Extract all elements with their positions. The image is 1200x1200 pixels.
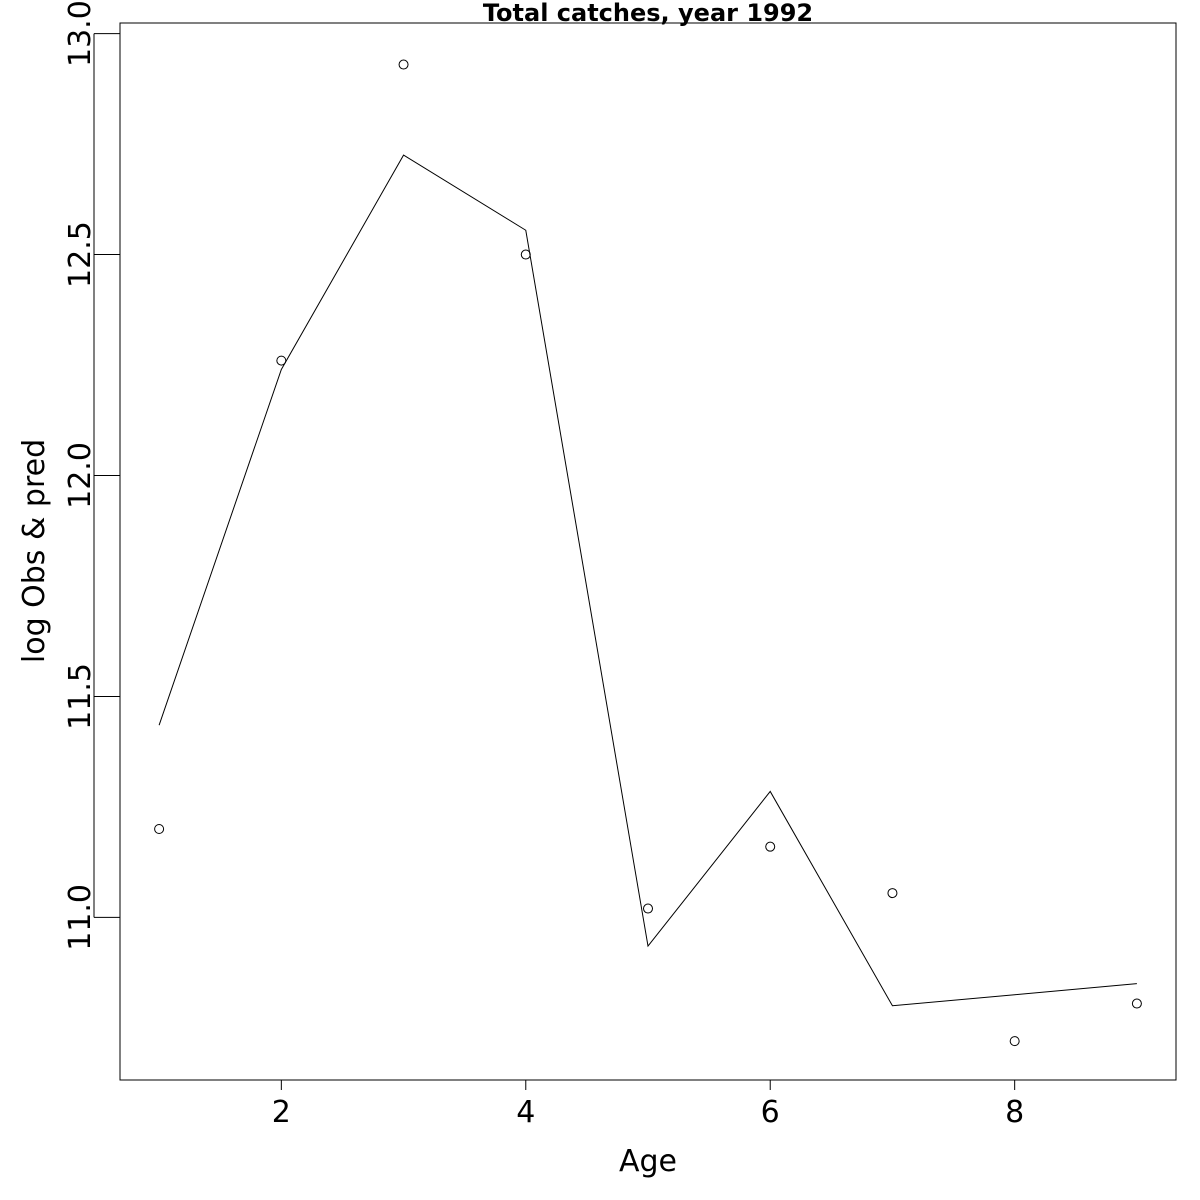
observed-point: [1009, 1036, 1020, 1047]
observed-point: [1131, 998, 1142, 1009]
y-tick-label: 12.0: [63, 442, 98, 509]
y-tick-label: 11.5: [63, 663, 98, 730]
plot-frame: [119, 22, 1177, 1081]
predicted-line: [158, 154, 1137, 1007]
series-layer: [154, 59, 1142, 1047]
x-tick-label: 6: [761, 1095, 780, 1130]
y-axis: 11.0 11.5 12.0 12.5 13.0: [63, 0, 120, 951]
observed-point: [154, 824, 165, 835]
observed-point: [765, 841, 776, 852]
x-tick-label: 8: [1005, 1095, 1024, 1130]
x-tick-label: 2: [272, 1095, 291, 1130]
observed-point: [398, 59, 409, 70]
observed-point: [887, 888, 898, 899]
x-axis-label: Age: [619, 1144, 677, 1179]
x-tick-label: 4: [516, 1095, 535, 1130]
y-tick-label: 11.0: [63, 884, 98, 951]
y-axis-label: log Obs & pred: [17, 439, 52, 663]
y-tick-label: 13.0: [63, 0, 98, 67]
y-tick-label: 12.5: [63, 221, 98, 288]
observed-point: [643, 903, 653, 914]
x-axis: 2 4 6 8: [272, 1079, 1024, 1130]
